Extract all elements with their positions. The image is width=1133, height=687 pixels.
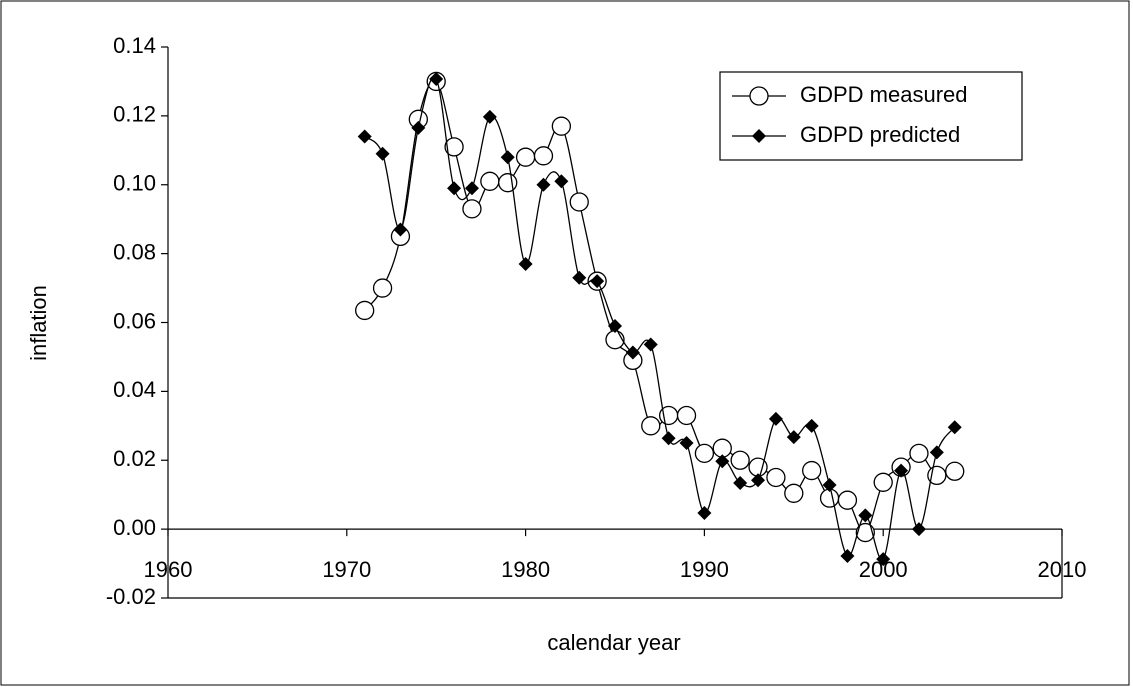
marker [498,173,518,193]
marker [372,278,393,298]
marker [444,137,464,157]
marker [518,256,533,271]
marker [661,431,676,446]
marker [804,418,819,433]
marker [393,222,408,237]
marker [480,171,500,191]
marker [643,337,658,352]
marker [572,270,587,285]
marker [822,478,837,493]
marker [355,300,375,321]
marker [947,420,962,435]
marker [515,147,536,167]
marker [733,475,748,490]
marker [876,552,891,567]
x-tick-label: 1980 [501,557,550,582]
marker [730,450,750,470]
marker [784,483,804,503]
marker [855,522,875,543]
y-tick-label: 0.08 [113,239,156,264]
marker [786,430,801,445]
marker [837,490,858,510]
y-tick-label: 0.14 [113,33,156,58]
marker [802,460,822,481]
marker [482,109,497,124]
marker [751,473,766,488]
marker [749,86,769,106]
marker [873,472,893,492]
x-tick-label: 2010 [1038,557,1087,582]
marker [551,116,572,136]
marker [608,318,622,333]
legend-label: GDPD measured [800,82,968,107]
marker [533,146,554,166]
marker [411,120,426,135]
marker [945,461,965,481]
y-tick-label: 0.06 [113,308,156,333]
marker [605,330,625,350]
marker [429,72,444,87]
y-tick-label: -0.02 [106,584,156,609]
y-tick-label: 0.12 [113,102,156,127]
marker [768,411,783,426]
x-tick-label: 1970 [322,557,371,582]
marker [447,181,462,196]
marker [752,129,766,143]
y-tick-label: 0.04 [113,377,156,402]
y-tick-label: 0.10 [113,171,156,196]
marker [462,199,482,219]
x-tick-label: 1960 [144,557,193,582]
x-axis-label: calendar year [547,630,680,655]
marker [911,522,926,537]
marker [715,454,730,469]
marker [858,508,873,523]
marker [641,416,661,436]
legend-label: GDPD predicted [800,122,960,147]
marker [894,463,909,478]
y-tick-label: 0.00 [113,515,156,540]
marker [625,345,640,360]
marker [464,181,479,196]
marker [590,274,605,289]
x-tick-label: 1990 [680,557,729,582]
marker [676,405,697,426]
marker [536,177,551,192]
marker [554,174,569,189]
y-axis-label: inflation [26,285,51,361]
marker [375,146,390,161]
legend-box [719,71,1023,161]
marker [840,548,855,563]
marker [500,150,515,165]
y-tick-label: 0.02 [113,446,156,471]
marker [697,505,712,520]
marker [694,443,715,464]
marker [569,192,589,212]
marker [929,445,944,460]
marker [357,129,372,144]
marker [679,436,694,451]
marker [766,467,786,488]
marker [909,443,929,464]
